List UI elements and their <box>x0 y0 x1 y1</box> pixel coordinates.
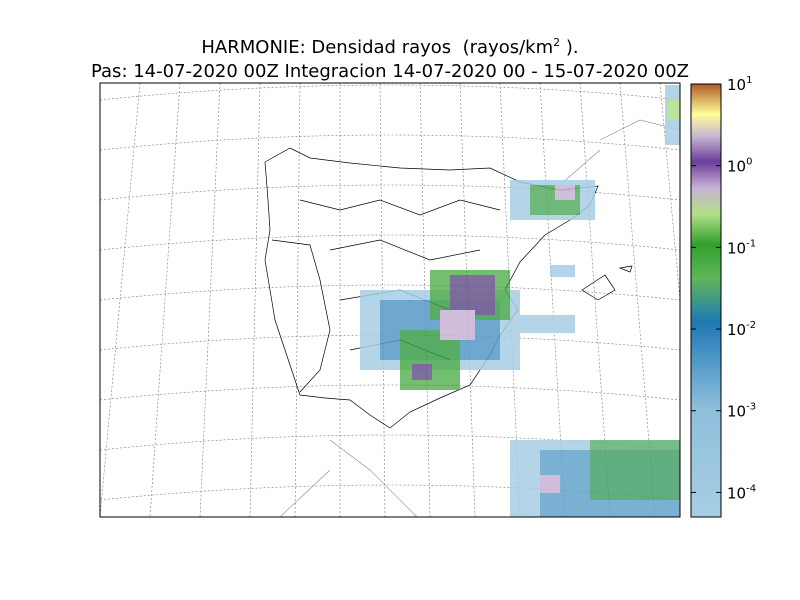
tick-label: 101 <box>727 75 752 94</box>
map-frame <box>99 82 681 518</box>
colorbar <box>690 83 722 518</box>
tick-base: 10 <box>727 484 746 502</box>
title: HARMONIE: Densidad rayos (rayos/km2 ). <box>201 36 578 58</box>
tick-label: 10-4 <box>727 483 756 502</box>
map <box>100 83 680 517</box>
graticule <box>100 83 680 517</box>
tick-exponent: 1 <box>746 75 752 86</box>
tick-exponent: -4 <box>746 483 756 494</box>
title-superscript: 2 <box>553 36 560 49</box>
tick-base: 10 <box>727 321 746 339</box>
title-suffix: ). <box>560 37 578 58</box>
tick-base: 10 <box>727 76 746 94</box>
tick-label: 10-3 <box>727 402 756 421</box>
lightning-density <box>360 85 680 517</box>
tick-label: 10-2 <box>727 320 756 339</box>
tick-exponent: -3 <box>746 402 756 413</box>
tick-base: 10 <box>727 239 746 257</box>
tick-base: 10 <box>727 158 746 176</box>
title-text: HARMONIE: Densidad rayos (rayos/km <box>201 37 553 58</box>
tick-label: 10-1 <box>727 238 756 257</box>
tick-label: 100 <box>727 157 752 176</box>
tick-exponent: -1 <box>746 238 756 249</box>
subtitle: Pas: 14-07-2020 00Z Integracion 14-07-20… <box>91 61 689 82</box>
tick-exponent: 0 <box>746 157 752 168</box>
tick-base: 10 <box>727 403 746 421</box>
tick-exponent: -2 <box>746 320 756 331</box>
